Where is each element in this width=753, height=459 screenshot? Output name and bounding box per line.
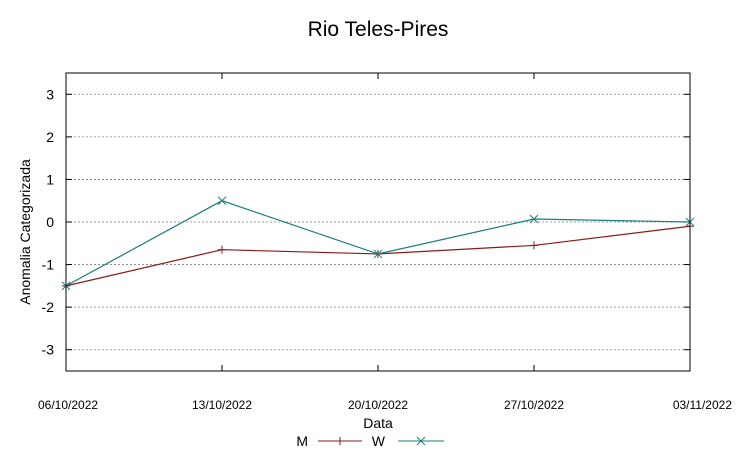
x-tick-label: 13/10/2022 (192, 398, 252, 412)
legend: M W (296, 433, 444, 449)
legend-label-m: M (296, 433, 308, 449)
data-point-w (217, 196, 227, 206)
data-point-m (530, 241, 538, 250)
y-axis-label: Anomalia Categorizada (17, 159, 33, 305)
y-tick-label: 0 (46, 214, 54, 230)
x-tick-label: 03/11/2022 (673, 398, 732, 412)
data-point-w (373, 249, 383, 259)
data-point-w (529, 214, 539, 224)
x-tick-label: 20/10/2022 (348, 398, 408, 412)
y-tick-label: 3 (46, 86, 54, 102)
y-tick-label: -1 (42, 257, 55, 273)
legend-marker-m (336, 437, 344, 445)
y-tick-label: 1 (46, 171, 54, 187)
series-line-w (65, 200, 691, 287)
data-point-m (218, 245, 226, 254)
series-group (61, 196, 695, 291)
chart-title: Rio Teles-Pires (308, 18, 449, 41)
legend-marker-w (416, 436, 426, 446)
y-tick-label: -3 (42, 342, 55, 358)
y-tick-label: -2 (42, 299, 55, 315)
grid-lines (66, 93, 690, 351)
plot-frame (65, 72, 691, 372)
legend-label-w: W (372, 433, 386, 449)
x-axis-ticks: 06/10/2022 13/10/2022 20/10/2022 27/10/2022… (38, 73, 732, 412)
x-tick-label: 27/10/2022 (504, 398, 564, 412)
y-axis-ticks: 3 2 1 0 -1 -2 -3 (42, 86, 690, 358)
x-axis-label: Data (363, 415, 393, 431)
x-tick-label: 06/10/2022 (38, 398, 98, 412)
y-tick-label: 2 (46, 129, 54, 145)
